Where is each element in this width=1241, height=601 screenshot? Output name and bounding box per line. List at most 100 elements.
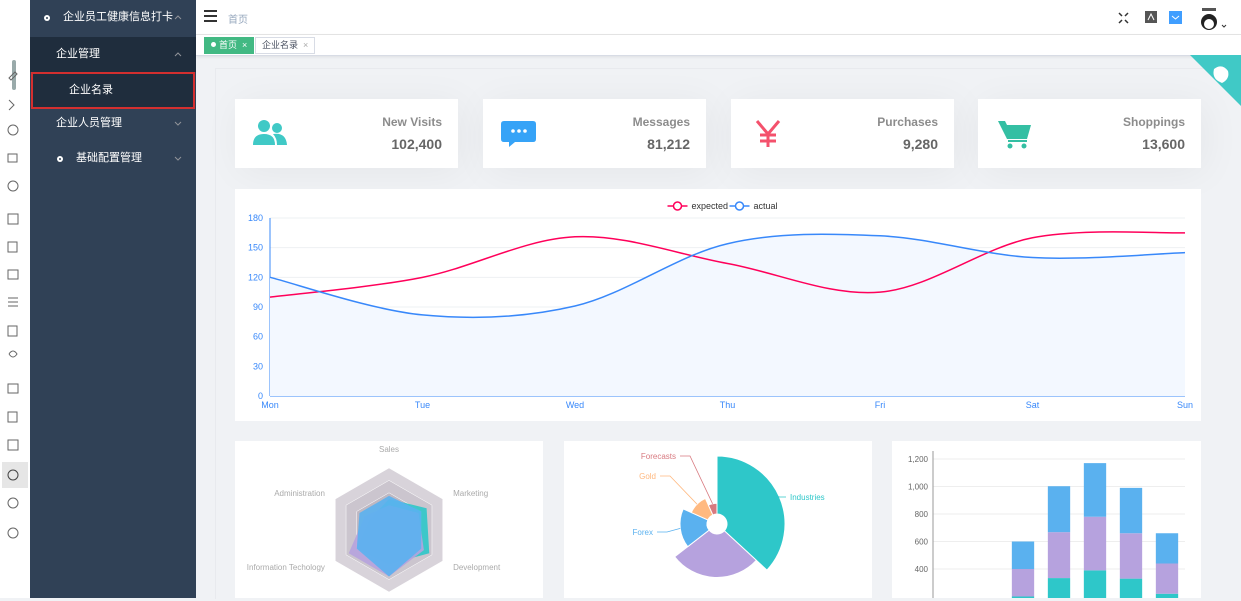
fullscreen-icon[interactable] <box>1119 13 1128 23</box>
menu-label: 企业名录 <box>69 74 113 107</box>
size-icon[interactable] <box>1145 11 1157 23</box>
chevron <box>174 14 182 20</box>
bar-segment <box>1156 533 1178 563</box>
panel[interactable]: Purchases 9,280 <box>731 99 954 168</box>
bar-segment <box>1120 579 1142 598</box>
x-tick-label: Sun <box>1177 400 1193 410</box>
breadcrumb[interactable]: 首页 <box>228 11 248 26</box>
bar-chart-card: 400 600 800 1,000 1,200 <box>892 441 1201 598</box>
pie-hole <box>707 514 727 534</box>
menu-item[interactable]: 基础配置管理 <box>30 141 196 176</box>
y-tick-label: 180 <box>248 213 263 223</box>
label-line <box>657 528 680 532</box>
bar-chart: 400 600 800 1,000 1,200 <box>892 441 1201 598</box>
money-icon <box>753 119 783 149</box>
chevron <box>174 121 182 127</box>
x-tick-label: Thu <box>720 400 736 410</box>
bar-segment <box>1120 533 1142 578</box>
menu-label: 企业管理 <box>56 37 100 72</box>
slice-label: Industries <box>790 493 825 502</box>
y-tick-label: 150 <box>248 243 263 253</box>
y-tick-label: 60 <box>253 332 263 342</box>
x-tick-label: Wed <box>566 400 584 410</box>
y-tick-label: 120 <box>248 272 263 282</box>
legend-symbol <box>674 202 682 210</box>
message-icon <box>501 119 537 149</box>
bar-segment <box>1156 564 1178 594</box>
strip-active <box>2 462 28 488</box>
radar-indicator: Development <box>453 563 501 572</box>
menu-item-active[interactable]: 企业名录 <box>31 72 195 109</box>
panel-value: 9,280 <box>903 136 938 152</box>
panel[interactable]: Messages 81,212 <box>483 99 706 168</box>
legend-symbol <box>736 202 744 210</box>
y-tick-label: 400 <box>915 565 929 574</box>
panel[interactable]: New Visits 102,400 <box>235 99 458 168</box>
tag-label: 首页 <box>219 40 237 50</box>
radar-indicator: Administration <box>274 489 325 498</box>
sidebar-title: 企业员工健康信息打卡 <box>63 0 173 35</box>
sidebar: 企业员工健康信息打卡 企业管理 企业名录 企业人员管理 基础配置管理 <box>30 0 196 598</box>
navbar: 首页 <box>196 0 1241 35</box>
panel-value: 13,600 <box>1142 136 1185 152</box>
legend-item[interactable]: actual <box>730 201 778 211</box>
gear-icon <box>56 155 64 163</box>
tag[interactable]: 企业名录× <box>255 37 315 54</box>
tags-view: 首页× 企业名录× <box>196 35 1241 56</box>
x-tick-label: Mon <box>261 400 279 410</box>
people-icon <box>253 119 289 149</box>
y-tick-label: 1,200 <box>908 455 929 464</box>
gear-icon <box>43 14 51 22</box>
slice-label: Gold <box>639 472 656 481</box>
x-tick-label: Fri <box>875 400 886 410</box>
legend-item[interactable]: expected <box>668 201 729 211</box>
bar-segment <box>1012 542 1034 570</box>
strip-icons <box>0 0 30 598</box>
tag-label: 企业名录 <box>262 40 298 50</box>
panel-value: 102,400 <box>391 136 442 152</box>
radar-chart: Sales Administration Information Techology… <box>235 441 543 598</box>
y-tick-label: 1,000 <box>908 483 929 492</box>
icon-strip <box>0 0 31 598</box>
label-line <box>680 456 713 504</box>
bar-segment <box>1048 532 1070 578</box>
y-tick-label: 800 <box>915 510 929 519</box>
x-tick-label: Tue <box>415 400 430 410</box>
panel-label: Shoppings <box>1123 115 1185 129</box>
bar-segment <box>1120 488 1142 533</box>
bar-segment <box>1156 594 1178 598</box>
sidebar-title-row[interactable]: 企业员工健康信息打卡 <box>30 0 196 35</box>
lang-icon[interactable] <box>1169 11 1182 24</box>
bar-segment <box>1048 486 1070 532</box>
bar-segment <box>1084 517 1106 571</box>
panel-label: Purchases <box>877 115 938 129</box>
menu-label: 企业人员管理 <box>56 106 122 141</box>
panel[interactable]: Shoppings 13,600 <box>978 99 1201 168</box>
tag-active[interactable]: 首页× <box>204 37 254 54</box>
hamburger[interactable] <box>204 10 218 22</box>
bar-segment <box>1084 463 1106 517</box>
legend-label: actual <box>754 201 778 211</box>
shopping-icon <box>998 119 1032 149</box>
chevron <box>174 51 182 57</box>
radar-indicator: Marketing <box>453 489 488 498</box>
y-tick-label: 90 <box>253 302 263 312</box>
x-tick-label: Sat <box>1026 400 1040 410</box>
bar-segment <box>1048 578 1070 598</box>
y-tick-label: 600 <box>915 538 929 547</box>
bar-segment <box>1084 570 1106 598</box>
panel-label: New Visits <box>382 115 442 129</box>
panel-label: Messages <box>633 115 690 129</box>
menu-item[interactable]: 企业人员管理 <box>30 106 196 141</box>
menu-item[interactable]: 企业管理 <box>30 37 196 72</box>
radar-indicator: Information Techology <box>247 563 325 572</box>
slice-label: Forecasts <box>641 452 676 461</box>
label-line <box>660 476 697 504</box>
y-tick-label: 30 <box>253 361 263 371</box>
radar-indicator: Sales <box>379 445 399 454</box>
